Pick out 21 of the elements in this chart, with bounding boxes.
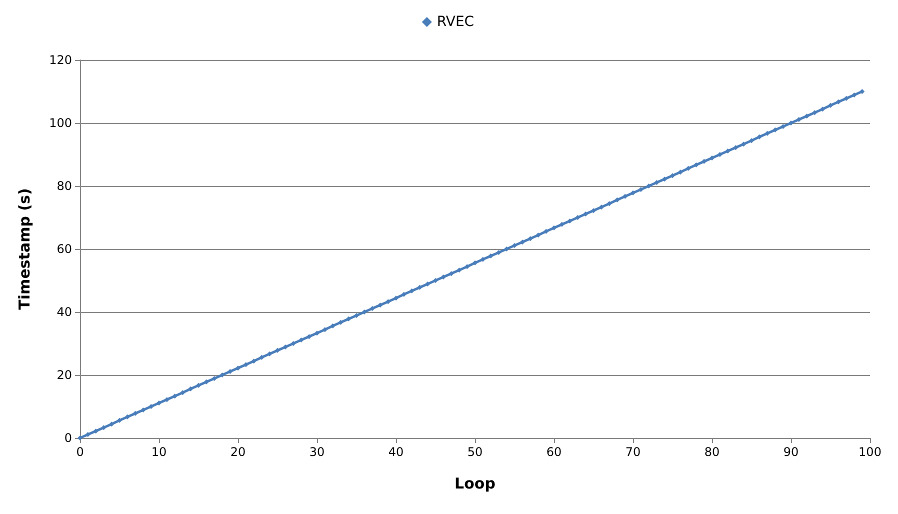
y-tick-label: 20	[56, 368, 72, 382]
x-tick-label: 40	[388, 445, 404, 459]
x-tick-label: 50	[467, 445, 483, 459]
y-tick-label: 0	[64, 431, 72, 445]
y-tick-label: 40	[56, 305, 72, 319]
y-tick-label: 100	[49, 116, 72, 130]
y-tick-label: 120	[49, 53, 72, 67]
x-tick-label: 90	[783, 445, 799, 459]
legend-label: RVEC	[436, 14, 474, 30]
x-tick-label: 80	[704, 445, 720, 459]
x-tick-label: 70	[625, 445, 641, 459]
x-tick-label: 20	[230, 445, 246, 459]
y-axis-title: Timestamp (s)	[16, 188, 34, 310]
x-tick-label: 100	[858, 445, 882, 459]
x-tick-label: 10	[151, 445, 167, 459]
x-tick-label: 30	[309, 445, 325, 459]
y-tick-label: 60	[56, 242, 72, 256]
x-axis-title: Loop	[454, 474, 496, 492]
y-tick-label: 80	[56, 179, 72, 193]
x-tick-label: 60	[546, 445, 562, 459]
x-tick-label: 0	[76, 445, 84, 459]
